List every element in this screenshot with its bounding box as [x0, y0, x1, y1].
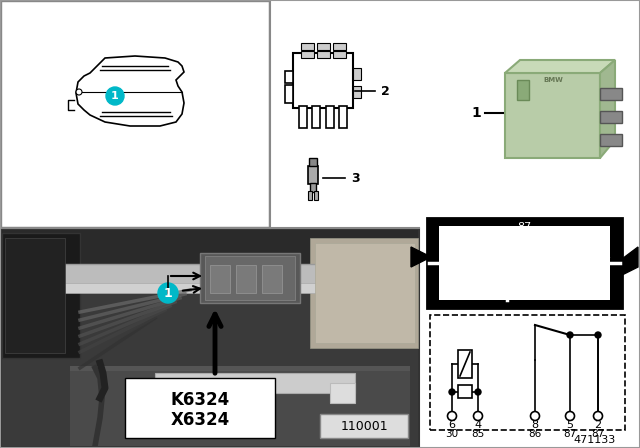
Text: 5: 5 — [566, 420, 573, 430]
Bar — [333, 43, 346, 50]
Text: 30: 30 — [445, 429, 459, 439]
Text: 471133: 471133 — [574, 435, 616, 445]
Bar — [210, 265, 230, 293]
Circle shape — [475, 389, 481, 395]
Bar — [70, 371, 410, 446]
Bar — [439, 226, 610, 300]
Bar — [600, 134, 622, 146]
Circle shape — [447, 412, 456, 421]
Bar — [427, 218, 622, 308]
Polygon shape — [622, 247, 638, 275]
Text: 87: 87 — [591, 429, 605, 439]
Bar — [326, 106, 334, 128]
Bar — [419, 1, 639, 227]
Bar — [517, 80, 529, 100]
Bar — [308, 166, 318, 184]
Bar — [333, 51, 346, 58]
Text: 1: 1 — [111, 91, 119, 101]
Text: 110001: 110001 — [340, 419, 388, 432]
Bar — [125, 378, 275, 438]
Bar — [200, 253, 300, 303]
Bar — [505, 73, 600, 158]
Bar — [353, 86, 361, 98]
Circle shape — [106, 87, 124, 105]
Text: K6324: K6324 — [170, 391, 230, 409]
Polygon shape — [600, 60, 615, 158]
Text: 86: 86 — [500, 283, 514, 293]
Bar — [301, 51, 314, 58]
Bar — [353, 68, 361, 80]
Polygon shape — [76, 56, 184, 126]
Text: 4: 4 — [474, 420, 481, 430]
Bar — [205, 256, 295, 300]
Bar — [293, 53, 353, 108]
Bar — [1, 229, 419, 447]
Bar — [60, 264, 400, 286]
Bar — [1, 1, 269, 227]
Circle shape — [474, 412, 483, 421]
Bar — [60, 283, 400, 293]
Bar — [269, 1, 419, 227]
Bar — [315, 243, 415, 343]
Polygon shape — [505, 60, 615, 73]
Text: 87: 87 — [499, 252, 513, 262]
Text: 86: 86 — [529, 429, 541, 439]
Text: 2: 2 — [595, 420, 602, 430]
Bar — [2, 233, 80, 358]
Circle shape — [449, 389, 455, 395]
Bar — [600, 88, 622, 100]
Bar — [309, 158, 317, 166]
Text: 85: 85 — [597, 252, 611, 262]
Circle shape — [566, 412, 575, 421]
Text: 6: 6 — [449, 420, 456, 430]
Bar — [285, 71, 293, 83]
Bar — [262, 265, 282, 293]
Bar — [320, 414, 408, 438]
Bar — [458, 350, 472, 378]
Bar — [155, 383, 175, 403]
Bar — [70, 366, 410, 446]
Bar — [317, 43, 330, 50]
Bar — [430, 315, 625, 430]
Bar — [314, 191, 318, 200]
Bar — [310, 238, 418, 348]
Bar — [2, 230, 418, 268]
Bar — [308, 191, 312, 200]
Text: BMW: BMW — [543, 77, 563, 83]
Bar — [299, 106, 307, 128]
Bar — [330, 383, 355, 403]
Text: 30: 30 — [438, 252, 452, 262]
Circle shape — [531, 412, 540, 421]
Circle shape — [76, 89, 82, 95]
Polygon shape — [411, 247, 427, 267]
Text: 85: 85 — [472, 429, 484, 439]
Text: 8: 8 — [531, 420, 539, 430]
Circle shape — [158, 283, 178, 303]
Bar — [312, 106, 320, 128]
Text: 3: 3 — [351, 172, 360, 185]
Bar — [458, 385, 472, 398]
Bar — [301, 43, 314, 50]
Bar — [5, 238, 65, 353]
Text: 87: 87 — [517, 222, 531, 232]
Text: 1: 1 — [164, 287, 172, 300]
Text: 2: 2 — [381, 85, 390, 98]
Text: X6324: X6324 — [170, 411, 230, 429]
Bar — [600, 111, 622, 123]
Circle shape — [567, 332, 573, 338]
Bar — [236, 265, 256, 293]
Bar — [339, 106, 347, 128]
Circle shape — [593, 412, 602, 421]
Circle shape — [595, 332, 601, 338]
Text: 1: 1 — [471, 106, 481, 120]
Bar — [317, 51, 330, 58]
Bar — [2, 230, 418, 446]
Text: 87: 87 — [563, 429, 577, 439]
Bar — [310, 183, 316, 192]
Bar — [285, 85, 293, 103]
Bar — [155, 373, 355, 393]
